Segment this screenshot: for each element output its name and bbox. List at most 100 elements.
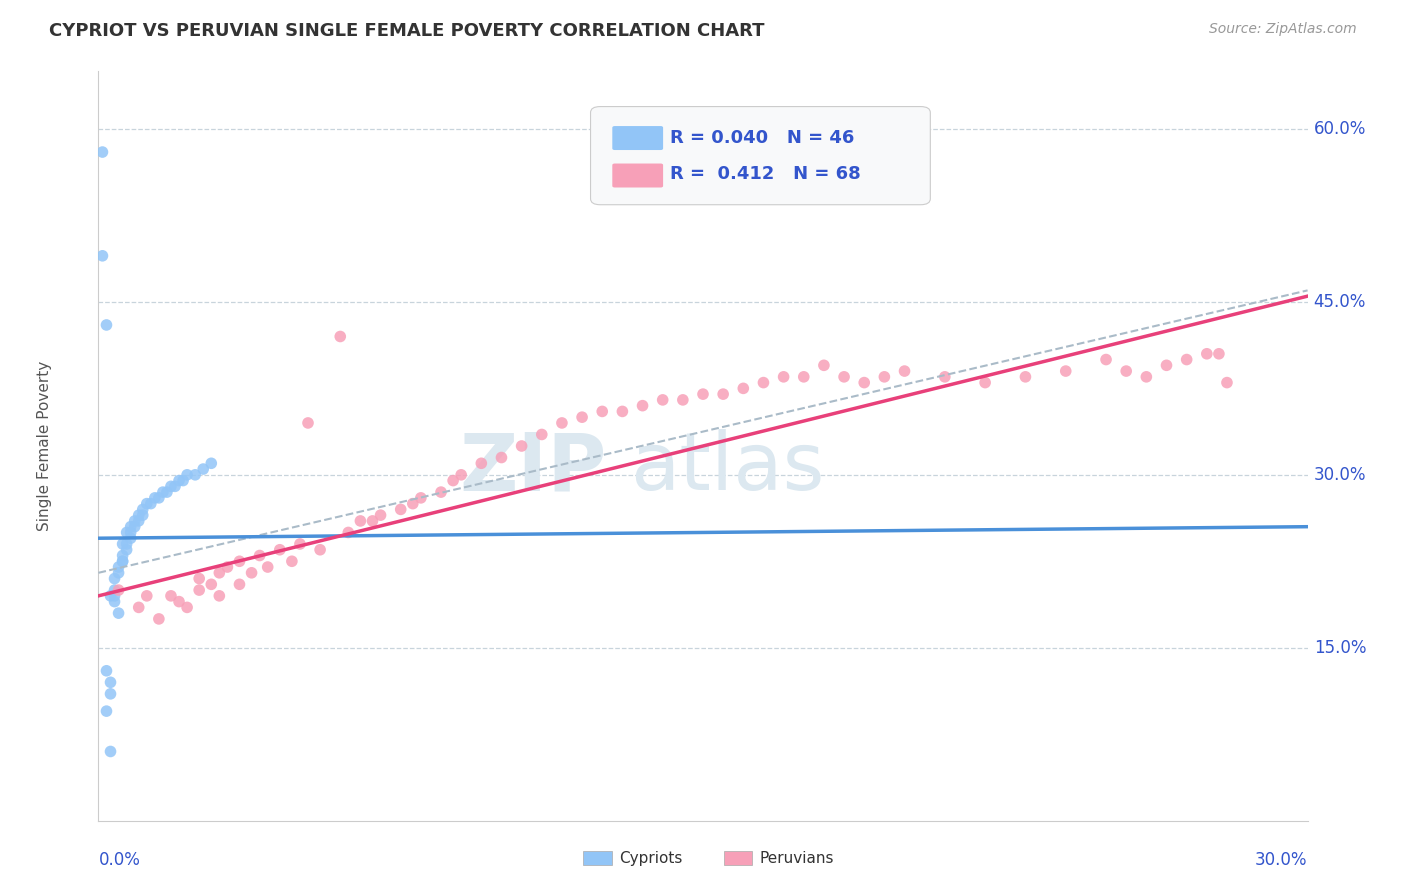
Point xyxy=(893,364,915,378)
Point xyxy=(228,554,250,568)
Text: Peruvians: Peruvians xyxy=(759,851,834,865)
Point xyxy=(107,566,129,580)
Point xyxy=(124,519,146,533)
Point xyxy=(132,508,155,523)
Point xyxy=(160,589,183,603)
Point xyxy=(128,514,150,528)
Point xyxy=(100,589,122,603)
Point xyxy=(139,497,162,511)
Text: 45.0%: 45.0% xyxy=(1313,293,1367,311)
Text: 0.0%: 0.0% xyxy=(98,851,141,869)
Text: CYPRIOT VS PERUVIAN SINGLE FEMALE POVERTY CORRELATION CHART: CYPRIOT VS PERUVIAN SINGLE FEMALE POVERT… xyxy=(49,22,765,40)
Point xyxy=(91,145,114,159)
Point xyxy=(389,502,412,516)
Point xyxy=(510,439,533,453)
Point xyxy=(167,474,190,488)
Point xyxy=(96,664,118,678)
Point xyxy=(115,525,138,540)
Point xyxy=(651,392,673,407)
Point xyxy=(217,560,239,574)
Text: ZIP: ZIP xyxy=(458,429,606,508)
Point xyxy=(228,577,250,591)
Point xyxy=(297,416,319,430)
Point xyxy=(100,675,122,690)
Point xyxy=(551,416,574,430)
Point xyxy=(188,583,211,598)
Point xyxy=(974,376,997,390)
Point xyxy=(441,474,464,488)
Point xyxy=(132,502,155,516)
Point xyxy=(853,376,876,390)
Point xyxy=(288,537,311,551)
Point xyxy=(772,369,794,384)
Point xyxy=(120,519,142,533)
Point xyxy=(370,508,392,523)
Point xyxy=(156,485,179,500)
Point xyxy=(184,467,207,482)
Point xyxy=(143,491,166,505)
Point xyxy=(193,462,215,476)
Point xyxy=(402,497,425,511)
Text: Single Female Poverty: Single Female Poverty xyxy=(37,361,52,531)
FancyBboxPatch shape xyxy=(613,163,664,187)
Point xyxy=(148,612,170,626)
Point xyxy=(135,589,157,603)
Point xyxy=(752,376,775,390)
Text: R = 0.040   N = 46: R = 0.040 N = 46 xyxy=(671,129,855,147)
Point xyxy=(200,456,222,470)
Point xyxy=(160,479,183,493)
Point xyxy=(120,531,142,545)
Point xyxy=(281,554,304,568)
Point xyxy=(711,387,734,401)
Point xyxy=(1156,359,1178,373)
Point xyxy=(152,485,174,500)
Point xyxy=(176,600,198,615)
Point xyxy=(107,583,129,598)
Point xyxy=(103,583,125,598)
Point xyxy=(128,508,150,523)
Point xyxy=(208,589,231,603)
Point xyxy=(256,560,278,574)
Point xyxy=(269,542,291,557)
Point xyxy=(100,744,122,758)
Point xyxy=(200,577,222,591)
Point xyxy=(337,525,360,540)
Point xyxy=(1115,364,1137,378)
Point xyxy=(591,404,613,418)
Point xyxy=(115,537,138,551)
Point xyxy=(120,525,142,540)
Text: R =  0.412   N = 68: R = 0.412 N = 68 xyxy=(671,165,860,183)
Point xyxy=(813,359,835,373)
Point xyxy=(115,542,138,557)
Point xyxy=(103,594,125,608)
Point xyxy=(135,497,157,511)
Point xyxy=(208,566,231,580)
Point xyxy=(1095,352,1118,367)
Point xyxy=(873,369,896,384)
FancyBboxPatch shape xyxy=(613,126,664,150)
Point xyxy=(631,399,654,413)
Point xyxy=(361,514,384,528)
Point xyxy=(430,485,453,500)
Point xyxy=(470,456,492,470)
Point xyxy=(672,392,695,407)
Point xyxy=(103,589,125,603)
Text: atlas: atlas xyxy=(630,429,825,508)
Point xyxy=(163,479,186,493)
Point xyxy=(1175,352,1198,367)
Bar xyxy=(583,851,612,865)
Point xyxy=(692,387,714,401)
Point xyxy=(111,554,134,568)
Point xyxy=(96,318,118,332)
Text: Source: ZipAtlas.com: Source: ZipAtlas.com xyxy=(1209,22,1357,37)
Point xyxy=(167,594,190,608)
Point xyxy=(530,427,553,442)
Point xyxy=(409,491,432,505)
Point xyxy=(103,572,125,586)
Point xyxy=(571,410,593,425)
Bar xyxy=(724,851,752,865)
Point xyxy=(934,369,956,384)
Point xyxy=(733,381,755,395)
Point xyxy=(1195,347,1218,361)
Point xyxy=(240,566,263,580)
